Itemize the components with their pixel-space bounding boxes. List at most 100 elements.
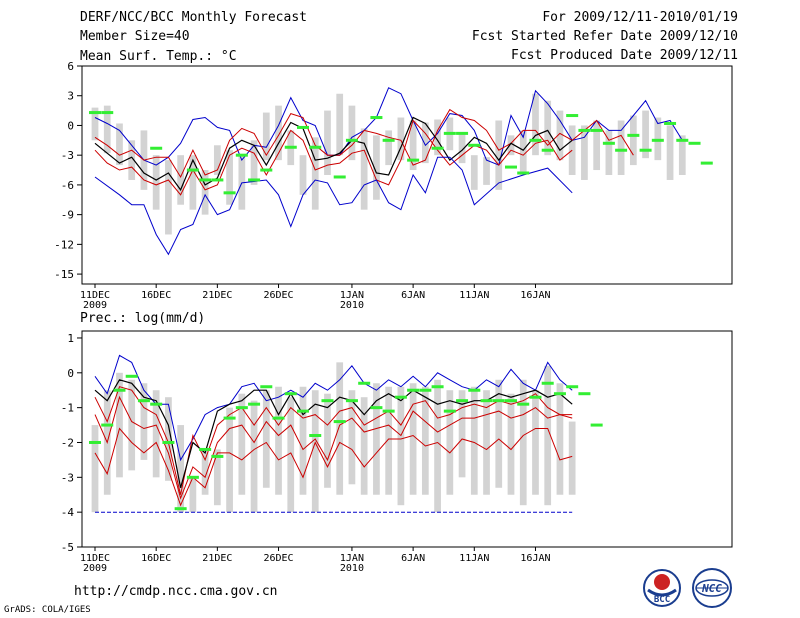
temp-spread-bar xyxy=(348,105,356,161)
temp-ytick-label: -6 xyxy=(61,179,74,192)
prec-obs-mark xyxy=(186,475,199,479)
prec-xtick-label: 6JAN xyxy=(401,553,425,564)
prec-xtick-label: 16DEC xyxy=(141,553,171,564)
prec-spread-bar xyxy=(311,390,319,513)
temp-obs-mark xyxy=(468,143,481,147)
prec-xtick-label: 11JAN xyxy=(459,553,489,564)
prec-obs-mark xyxy=(260,385,273,389)
prec-xtick-year: 2010 xyxy=(340,563,364,574)
temp-spread-bar xyxy=(385,130,393,166)
temp-spread-bar xyxy=(373,135,380,200)
prec-obs-mark xyxy=(480,399,493,403)
temp-ytick-label: -3 xyxy=(61,149,74,162)
prec-line-q_lower xyxy=(94,395,573,500)
prec-obs-mark xyxy=(529,395,542,399)
temp-obs-mark xyxy=(235,153,248,157)
temp-obs-mark xyxy=(199,178,212,182)
prec-ytick-label: 0 xyxy=(67,367,74,380)
temp-spread-bar xyxy=(434,119,441,156)
temp-obs-mark xyxy=(688,141,701,145)
prec-spread-bar xyxy=(397,386,405,506)
temp-line-mean xyxy=(94,116,573,192)
grads-credit: GrADS: COLA/IGES xyxy=(4,605,91,615)
prec-obs-mark xyxy=(443,409,456,413)
prec-obs-mark xyxy=(382,409,395,413)
temp-obs-mark xyxy=(248,178,261,182)
temp-obs-mark xyxy=(651,138,664,142)
source-url[interactable]: http://cmdp.ncc.cma.gov.cn xyxy=(74,584,278,599)
temp-line-min xyxy=(94,156,573,256)
temp-spread-bar xyxy=(226,150,233,205)
temp-line-q_upper xyxy=(94,108,634,179)
forecast-period: For 2009/12/11-2010/01/19 xyxy=(542,10,738,25)
ncc-logo-text: NCC xyxy=(701,582,722,595)
prec-spread-bar xyxy=(177,425,185,513)
prec-spread-bar xyxy=(250,400,258,513)
temp-spread-bar xyxy=(581,125,588,180)
temp-spread-bar xyxy=(409,120,417,171)
temp-obs-mark xyxy=(260,168,273,172)
prec-obs-mark xyxy=(101,423,114,427)
temp-spread-bar xyxy=(128,140,136,180)
prec-obs-mark xyxy=(125,374,138,378)
temp-obs-mark xyxy=(517,171,530,175)
temp-obs-mark xyxy=(223,191,236,195)
temp-xtick-year: 2010 xyxy=(340,300,364,311)
temp-spread-bar xyxy=(519,130,527,175)
prec-spread-bar xyxy=(287,397,295,513)
prec-obs-mark xyxy=(272,416,285,420)
prec-obs-mark xyxy=(297,409,309,413)
prec-spread-bar xyxy=(373,383,380,495)
forecast-started: Fcst Started Refer Date 2009/12/10 xyxy=(471,29,738,44)
prec-ytick-label: -5 xyxy=(61,541,74,554)
prec-spread-bar xyxy=(324,393,331,488)
prec-spread-bar xyxy=(262,390,270,488)
temp-obs-mark xyxy=(443,131,456,135)
prec-spread-bar xyxy=(299,386,307,495)
prec-ytick-label: -3 xyxy=(61,471,74,484)
prec-obs-mark xyxy=(309,434,322,438)
temp-spread-bar xyxy=(177,155,185,205)
temp-obs-mark xyxy=(407,158,420,162)
prec-spread-bar xyxy=(519,379,527,506)
temp-ytick-label: -12 xyxy=(54,238,74,251)
prec-spread-bar xyxy=(385,386,393,495)
prec-spread-bar xyxy=(91,425,99,513)
temp-ytick-label: 3 xyxy=(67,90,74,103)
prec-ytick-label: -4 xyxy=(61,506,75,519)
temp-spread-bar xyxy=(275,105,282,161)
prec-ytick-label: -2 xyxy=(61,436,74,449)
prec-obs-mark xyxy=(553,392,566,396)
temp-spread-bar xyxy=(311,137,319,210)
prec-spread-bar xyxy=(568,421,576,495)
temp-xtick-label: 6JAN xyxy=(401,290,425,301)
prec-spread-bar xyxy=(152,390,160,478)
temp-spread-bar xyxy=(666,125,674,180)
prec-spread-bar xyxy=(140,383,148,460)
prec-xtick-label: 11DEC xyxy=(80,553,110,564)
temp-spread-bar xyxy=(360,128,368,210)
temp-obs-mark xyxy=(284,145,297,149)
temp-obs-mark xyxy=(309,145,322,149)
temp-obs-mark xyxy=(345,138,358,142)
temp-obs-mark xyxy=(370,116,383,120)
temp-xtick-label: 11JAN xyxy=(459,290,489,301)
logo-group: BCC NCC xyxy=(643,568,732,608)
temp-xtick-label: 26DEC xyxy=(263,290,293,301)
figure-title: DERF/NCC/BCC Monthly Forecast xyxy=(80,10,307,25)
temp-spread-bar xyxy=(593,120,601,171)
prec-xtick-label: 21DEC xyxy=(202,553,232,564)
prec-obs-mark xyxy=(162,440,175,444)
temp-spread-bar xyxy=(213,145,221,175)
prec-obs-mark xyxy=(358,381,371,385)
temp-ytick-label: 6 xyxy=(67,60,74,73)
temp-obs-mark xyxy=(700,161,713,165)
prec-obs-mark xyxy=(113,388,126,392)
prec-obs-mark xyxy=(431,385,444,389)
prec-spread-bar xyxy=(556,383,564,495)
prec-spread-bar xyxy=(434,379,441,513)
prec-spread-bar xyxy=(213,449,221,506)
prec-obs-mark xyxy=(89,440,101,444)
temp-obs-mark xyxy=(382,138,395,142)
